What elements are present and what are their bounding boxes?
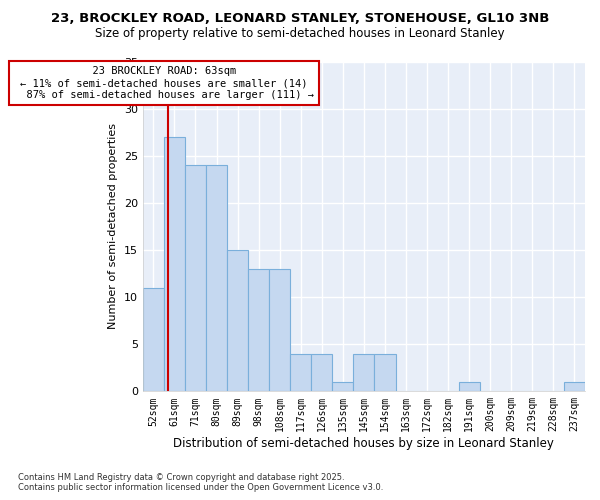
- Bar: [143, 288, 164, 392]
- Text: 23 BROCKLEY ROAD: 63sqm  
← 11% of semi-detached houses are smaller (14)
  87% o: 23 BROCKLEY ROAD: 63sqm ← 11% of semi-de…: [14, 66, 314, 100]
- Bar: [290, 354, 311, 392]
- Bar: [311, 354, 332, 392]
- Bar: [564, 382, 585, 392]
- Bar: [458, 382, 480, 392]
- Bar: [206, 165, 227, 392]
- Y-axis label: Number of semi-detached properties: Number of semi-detached properties: [109, 124, 118, 330]
- Bar: [332, 382, 353, 392]
- Text: 23, BROCKLEY ROAD, LEONARD STANLEY, STONEHOUSE, GL10 3NB: 23, BROCKLEY ROAD, LEONARD STANLEY, STON…: [51, 12, 549, 26]
- Bar: [374, 354, 395, 392]
- X-axis label: Distribution of semi-detached houses by size in Leonard Stanley: Distribution of semi-detached houses by …: [173, 437, 554, 450]
- Text: Contains HM Land Registry data © Crown copyright and database right 2025.
Contai: Contains HM Land Registry data © Crown c…: [18, 473, 383, 492]
- Bar: [269, 269, 290, 392]
- Bar: [164, 137, 185, 392]
- Bar: [227, 250, 248, 392]
- Bar: [185, 165, 206, 392]
- Text: Size of property relative to semi-detached houses in Leonard Stanley: Size of property relative to semi-detach…: [95, 28, 505, 40]
- Bar: [353, 354, 374, 392]
- Bar: [248, 269, 269, 392]
